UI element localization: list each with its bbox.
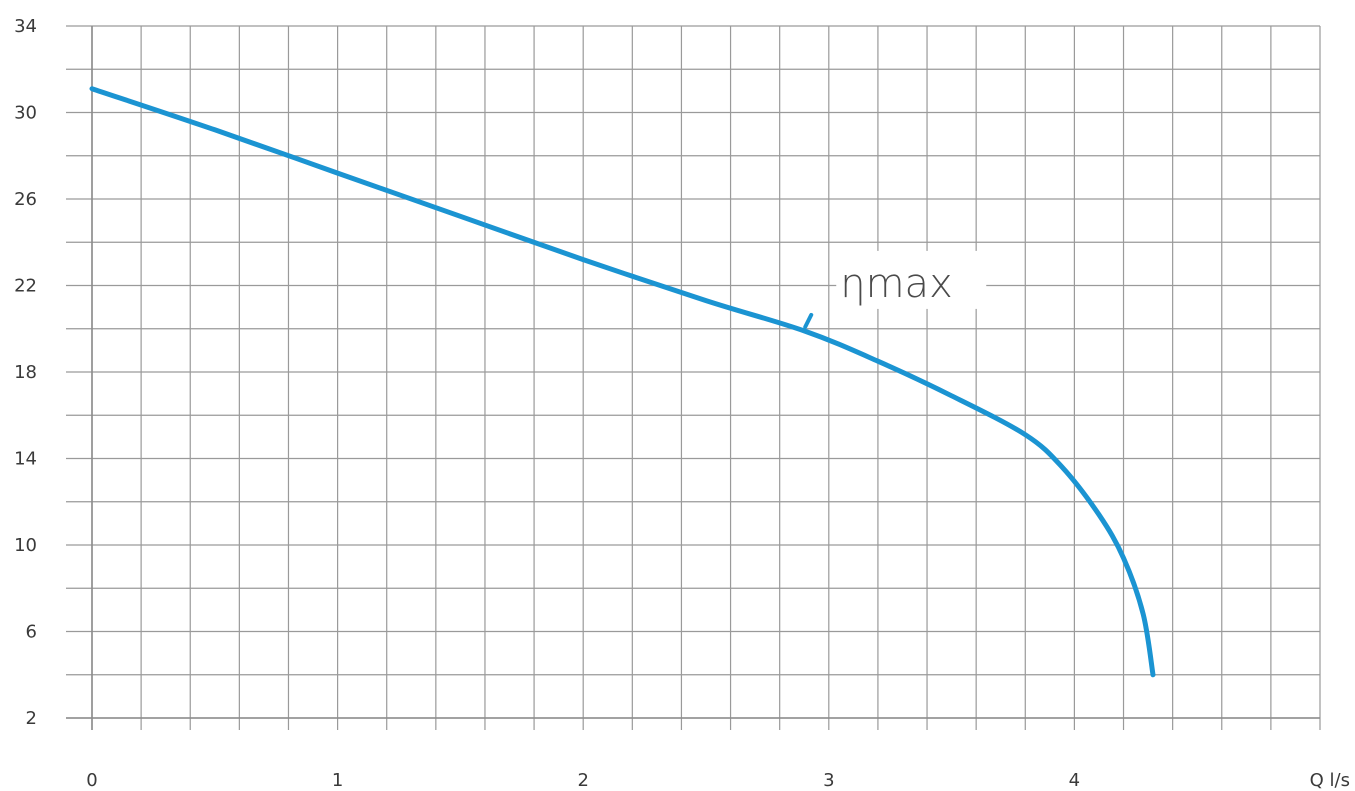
x-tick-label: 4: [1069, 770, 1080, 791]
y-tick-label: 34: [14, 16, 37, 37]
axes: [66, 26, 1320, 730]
y-tick-label: 2: [26, 708, 37, 729]
annotations: ηmax: [803, 250, 987, 329]
y-tick-label: 14: [14, 449, 37, 470]
annotation-marker: [803, 312, 814, 329]
y-tick-label: 22: [14, 276, 37, 297]
y-tick-label: 26: [14, 189, 37, 210]
y-tick-label: 30: [14, 103, 37, 124]
x-tick-label: 0: [86, 770, 97, 791]
y-tick-label: 18: [14, 362, 37, 383]
x-axis-label: Q l/s: [1310, 770, 1350, 791]
annotation-label: ηmax: [840, 261, 953, 307]
x-tick-label: 3: [823, 770, 834, 791]
x-tick-label: 1: [332, 770, 343, 791]
grid: [66, 25, 1321, 730]
annotation-background: [836, 250, 987, 309]
series-line: [89, 86, 1156, 678]
y-tick-label: 6: [26, 622, 37, 643]
x-tick-label: 2: [577, 770, 588, 791]
series-layer: [89, 86, 1156, 678]
y-tick-label: 10: [14, 535, 37, 556]
